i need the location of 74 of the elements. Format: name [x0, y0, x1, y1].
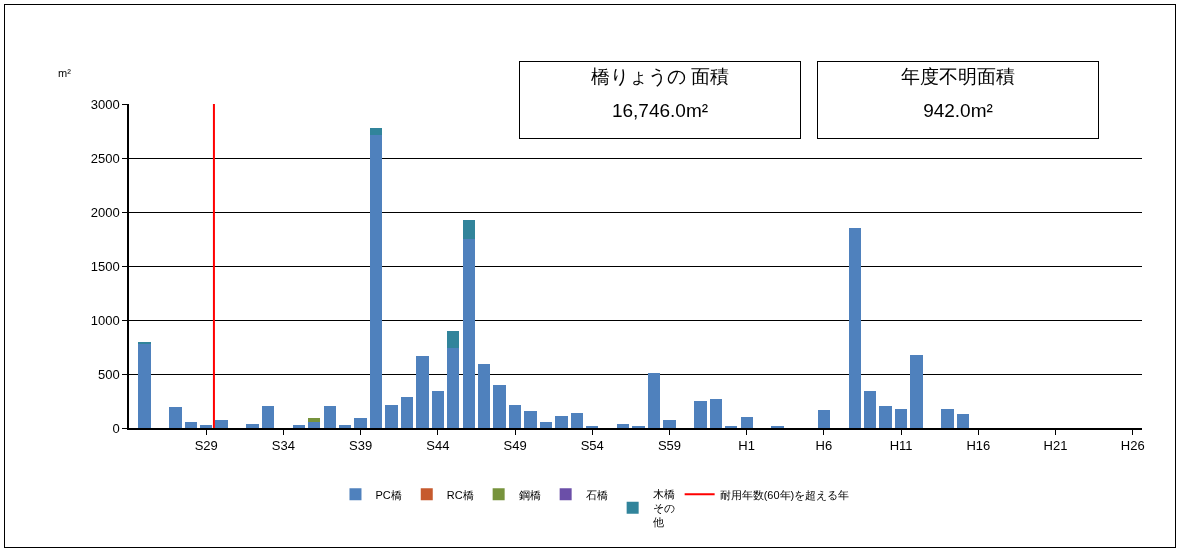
bar [879, 406, 892, 428]
bar [261, 406, 275, 428]
bar [956, 413, 970, 428]
bar [910, 354, 923, 428]
bar [663, 420, 676, 428]
x-tick-label: S54 [580, 438, 604, 454]
legend-label: 石橋 [585, 488, 608, 501]
bar [570, 412, 583, 428]
x-tick-label: H11 [889, 438, 913, 454]
y-tick-label: 2500 [90, 150, 120, 166]
bar [864, 391, 877, 428]
legend-label: PC橋 [375, 488, 402, 501]
bar [385, 405, 398, 428]
x-tick-label: S59 [657, 438, 682, 454]
bar [400, 396, 414, 428]
bar [941, 408, 954, 428]
bar [462, 219, 475, 239]
bar [894, 408, 908, 428]
y-tick-label: 0 [112, 420, 120, 436]
bar [709, 398, 722, 428]
x-tick-label: H6 [815, 438, 833, 454]
bar [740, 417, 753, 428]
bar [215, 420, 228, 428]
bar [431, 391, 445, 428]
bar [292, 424, 306, 428]
info-box: 年度不明面積 942.0m² [817, 61, 1099, 139]
y-tick-label: 1500 [90, 258, 120, 274]
bar [447, 348, 460, 428]
bar [339, 424, 352, 428]
bar [447, 330, 460, 349]
bar [694, 401, 707, 428]
bar [369, 127, 383, 136]
bar [524, 410, 537, 428]
y-tick-label: 2000 [90, 204, 120, 220]
legend-label: RC橋 [446, 488, 474, 501]
bar [616, 423, 630, 428]
y-tick-label: 500 [97, 366, 120, 382]
x-tick-label: S49 [503, 438, 527, 454]
bar [555, 416, 568, 428]
bar [323, 406, 336, 428]
y-tick-label: 1000 [90, 312, 120, 328]
bar [647, 372, 661, 428]
x-tick-label: S39 [349, 438, 373, 454]
bar [848, 228, 861, 428]
bar [817, 409, 831, 428]
info-box: 橋りょうの 面積 16,746.0m² [519, 61, 801, 139]
bar [246, 423, 259, 428]
x-tick-label: H16 [966, 438, 991, 454]
bar [200, 424, 213, 428]
x-tick-label: S29 [194, 438, 218, 454]
y-tick-label: 3000 [90, 96, 120, 112]
x-tick-label: S44 [426, 438, 450, 454]
bar [416, 355, 429, 428]
x-tick-label: H21 [1043, 438, 1068, 454]
y-axis-title: m² [58, 67, 72, 79]
legend-label: 鋼橋 [518, 488, 541, 501]
bar [508, 405, 522, 428]
x-tick-label: H1 [738, 438, 755, 454]
bar [539, 421, 553, 428]
bar [138, 343, 151, 428]
bar [308, 421, 321, 428]
bar [308, 418, 321, 422]
bar [493, 384, 506, 428]
legend-label: 木橋その他 [652, 487, 675, 529]
bar [169, 407, 182, 428]
bar [138, 341, 151, 344]
bar [369, 135, 383, 428]
bar [462, 239, 475, 428]
bar [354, 418, 367, 428]
bar [184, 421, 197, 428]
x-tick-label: H26 [1120, 438, 1145, 454]
legend-label: 耐用年数(60年)を超える年 [719, 488, 850, 501]
x-tick-label: S34 [271, 438, 295, 454]
bar [477, 364, 491, 428]
